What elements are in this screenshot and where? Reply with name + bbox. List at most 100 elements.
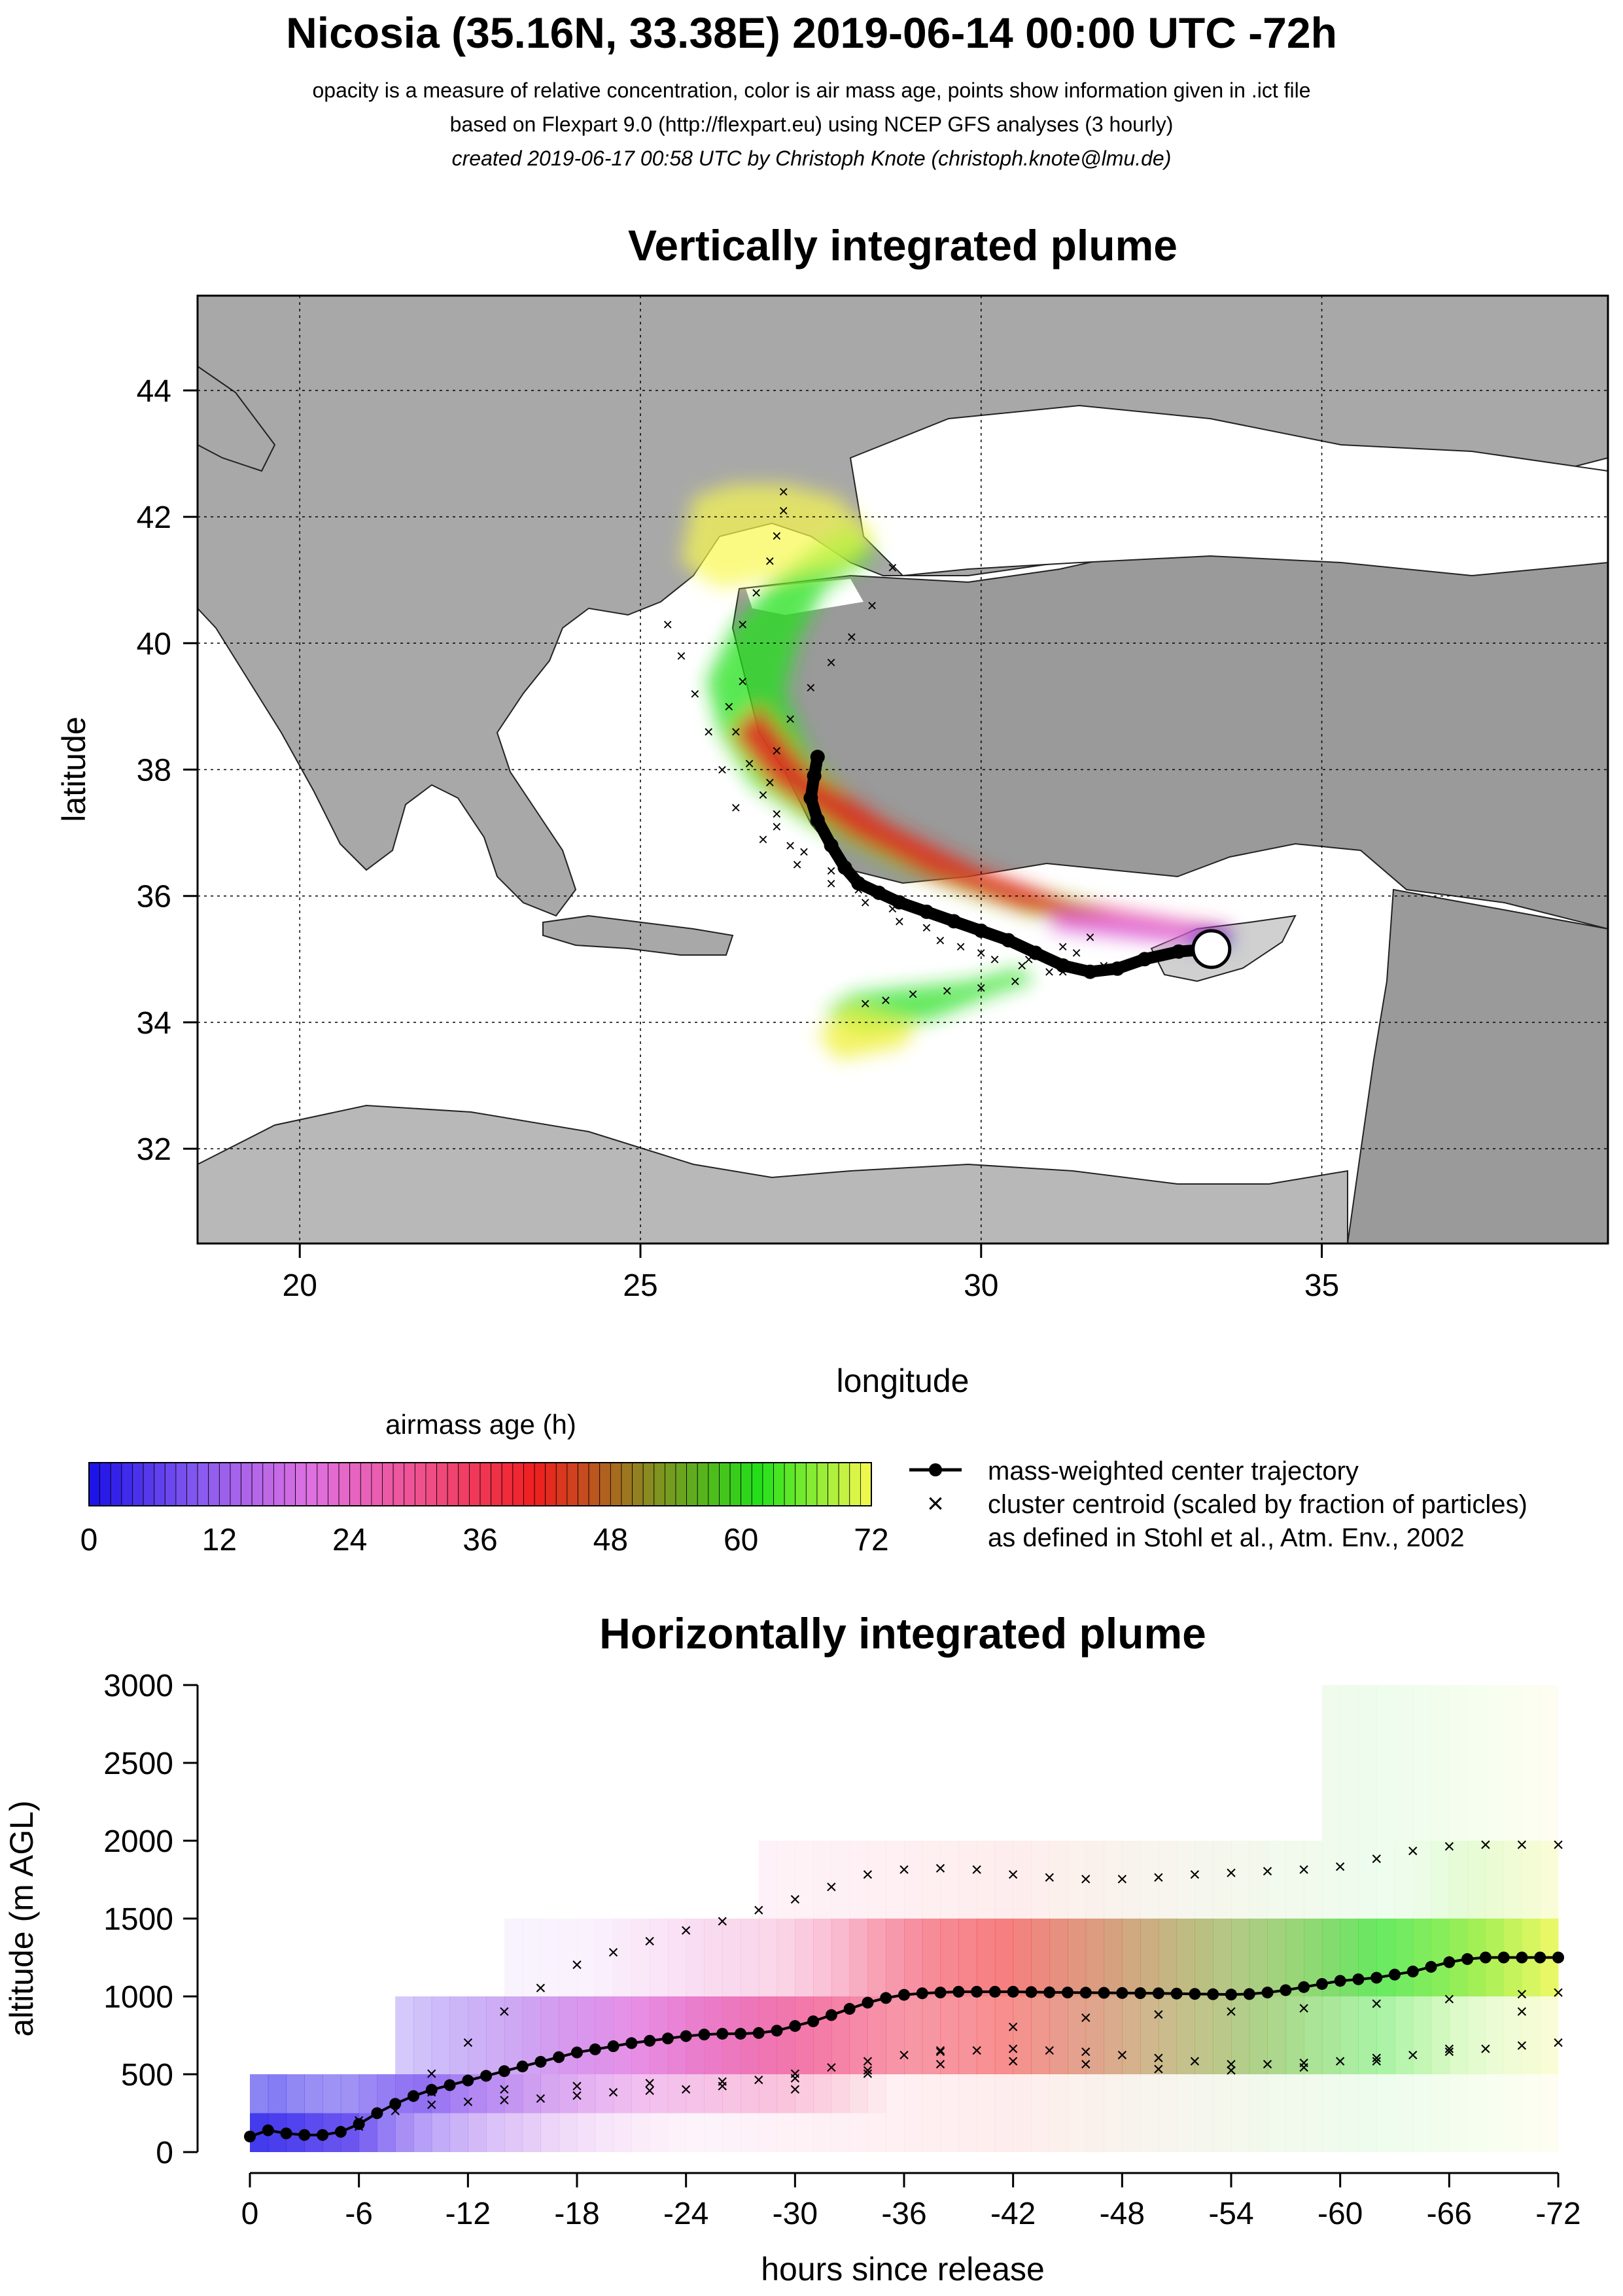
profile-ylabel: altitude (m AGL): [3, 1800, 40, 2036]
map-trajectory-point: [892, 895, 907, 910]
profile-cluster-point: ×: [571, 2085, 583, 2106]
profile-age-cell: [667, 2074, 687, 2113]
profile-age-cell: [1085, 1919, 1105, 1996]
profile-age-cell: [1049, 1919, 1068, 1996]
land-levant: [1346, 888, 1608, 1244]
profile-age-cell: [667, 2113, 687, 2152]
colorbar-segment: [208, 1462, 220, 1506]
profile-age-cell: [722, 2074, 741, 2113]
colorbar-segment: [154, 1462, 166, 1506]
profile-cluster-point: ×: [1080, 1869, 1092, 1890]
profile-cluster-point: ×: [535, 1977, 547, 1999]
colorbar-segment: [838, 1462, 850, 1506]
profile-cluster-point: ×: [571, 2076, 583, 2097]
map-grid: [198, 296, 1608, 1244]
profile-age-cell: [1013, 2074, 1032, 2113]
profile-age-cell: [631, 1919, 650, 1996]
profile-cluster-point: ×: [790, 2068, 801, 2089]
profile-age-cell: [849, 1919, 868, 1996]
profile-trajectory-point: [789, 2020, 801, 2032]
legend: mass-weighted center trajectory × cluste…: [909, 1457, 1527, 1552]
map-trajectory-point: [810, 812, 825, 827]
colorbar-segment: [382, 1462, 394, 1506]
profile-age-cell: [704, 2074, 723, 2113]
colorbar-segment: [175, 1462, 187, 1506]
profile-age-cell: [1122, 1841, 1141, 1919]
profile-trajectory-point: [1280, 1984, 1292, 1996]
profile-age-cell: [1321, 2074, 1341, 2113]
profile-cluster-point: ×: [1335, 2051, 1346, 2072]
colorbar-segment: [860, 1462, 872, 1506]
profile-age-cell: [1412, 1685, 1432, 1841]
profile-age-cell: [1031, 1919, 1050, 1996]
profile-cluster-point: ×: [971, 2040, 983, 2061]
profile-trajectory-point: [480, 2070, 493, 2082]
profile-trajectory-point: [262, 2124, 274, 2136]
profile-age-cell: [758, 2074, 778, 2113]
profile-trajectory-point: [1079, 1987, 1092, 1999]
profile-age-cell: [613, 2074, 632, 2113]
profile-trajectory-point: [607, 2040, 620, 2053]
profile-age-cell: [559, 1996, 578, 2074]
profile-cluster-point: ×: [1007, 2038, 1019, 2060]
map-ylabel: latitude: [56, 716, 92, 822]
profile-xtick-label: -18: [554, 2197, 599, 2231]
profile-age-cell: [631, 2113, 650, 2152]
profile-trajectory-point: [589, 2043, 601, 2055]
profile-age-cell: [1395, 1685, 1414, 1841]
colorbar-segment: [762, 1462, 774, 1506]
profile-cluster-point: ×: [1407, 1841, 1419, 1862]
profile-age-cell: [650, 1919, 669, 1996]
colorbar-segment: [697, 1462, 709, 1506]
colorbar-title: airmass age (h): [385, 1409, 576, 1440]
colorbar-segment: [393, 1462, 405, 1506]
profile-age-cell: [1158, 1996, 1178, 2074]
profile-trajectory-point: [280, 2127, 292, 2140]
profile-age-cell: [958, 2113, 977, 2152]
colorbar-segment: [121, 1462, 133, 1506]
profile-age-cell: [922, 1919, 941, 1996]
colorbar-tick-label: 48: [593, 1523, 628, 1557]
profile-age-cell: [795, 1996, 814, 2074]
colorbar-segment: [414, 1462, 427, 1506]
map-xlabel: longitude: [837, 1363, 969, 1399]
profile-age-cell: [1049, 2113, 1068, 2152]
profile-age-cell: [867, 2113, 886, 2152]
profile-age-cell: [958, 1996, 977, 2074]
map-cluster-point: ×: [881, 990, 890, 1010]
profile-age-cell: [686, 2074, 705, 2113]
colorbar-segment: [230, 1462, 241, 1506]
profile-age-cell: [977, 1919, 996, 1996]
profile-age-cell: [741, 2074, 759, 2113]
colorbar-segment: [719, 1462, 731, 1506]
map-cluster-point: ×: [1085, 927, 1095, 947]
profile-cluster-point: ×: [790, 2063, 801, 2085]
profile-trajectory-point: [1261, 1987, 1274, 1999]
profile-age-cell: [1522, 1996, 1541, 2074]
colorbar-segment: [686, 1462, 698, 1506]
colorbar-segment: [621, 1462, 633, 1506]
profile-cluster-point: ×: [1444, 1836, 1456, 1858]
profile-age-cell: [1249, 2074, 1268, 2113]
colorbar-segment: [784, 1462, 796, 1506]
profile-age-cells: [250, 1685, 1559, 2152]
profile-age-cell: [1522, 1841, 1541, 1919]
profile-cluster-point: ×: [753, 1900, 765, 1921]
profile-age-cell: [613, 1996, 632, 2074]
profile-cluster-point: ×: [1043, 2040, 1055, 2061]
profile-age-cell: [1104, 1996, 1123, 2074]
profile-age-cell: [1231, 1841, 1250, 1919]
profile-trajectory-point: [462, 2074, 474, 2087]
profile-trajectory-point: [1025, 1986, 1038, 1998]
profile-age-cell: [1449, 2074, 1468, 2113]
profile-age-cell: [577, 2074, 596, 2113]
profile-age-cell: [1321, 1685, 1341, 1841]
profile-cluster-point: ×: [898, 2044, 910, 2066]
map-cluster-point: ×: [778, 481, 788, 501]
profile-center-trajectory: [244, 1951, 1564, 2143]
profile-age-cell: [340, 2074, 360, 2113]
profile-age-cell: [540, 1919, 559, 1996]
profile-trajectory-point: [680, 2030, 692, 2042]
colorbar-segment: [164, 1462, 177, 1506]
profile-trajectory-point: [425, 2083, 438, 2096]
